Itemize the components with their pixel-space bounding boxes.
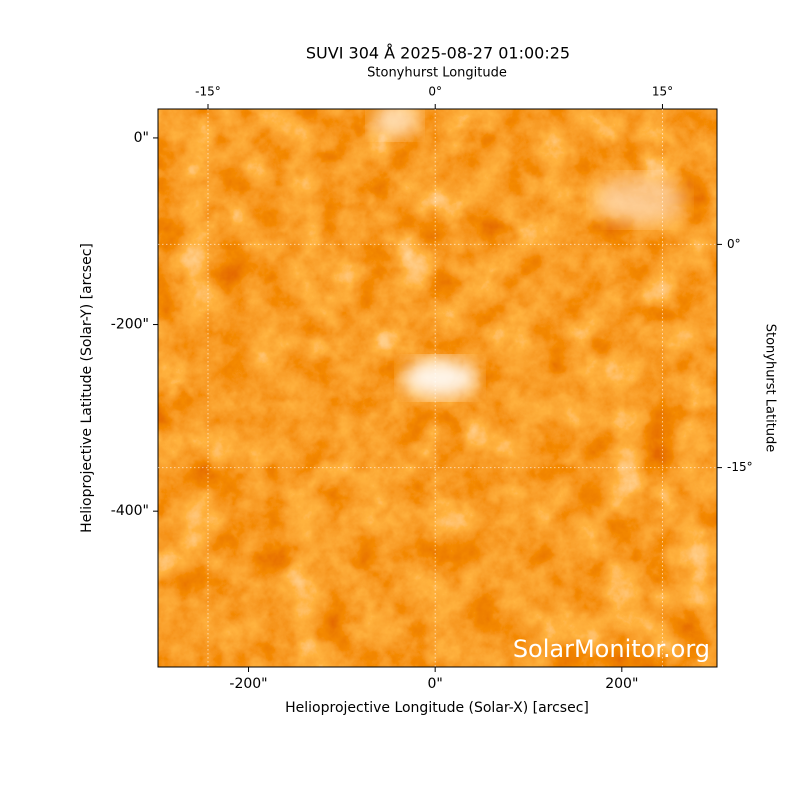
right-tick-label: 0° <box>727 237 741 251</box>
chart-title: SUVI 304 Å 2025-08-27 01:00:25 <box>306 44 570 63</box>
y-tick-label: -400" <box>111 503 149 519</box>
x-tick-label: 0" <box>427 676 442 692</box>
watermark: SolarMonitor.org <box>513 635 710 663</box>
y-axis-label: Helioprojective Latitude (Solar-Y) [arcs… <box>79 243 95 533</box>
x-axis-label: Helioprojective Longitude (Solar-X) [arc… <box>285 700 589 716</box>
y-tick-label: -200" <box>111 317 149 333</box>
plot-frame <box>157 108 718 668</box>
top-tick-label: -15° <box>195 85 221 99</box>
right-axis-label: Stonyhurst Latitude <box>763 324 778 453</box>
top-tick-label: 15° <box>652 85 673 99</box>
top-tick-label: 0° <box>428 85 442 99</box>
top-axis-label: Stonyhurst Longitude <box>367 66 507 81</box>
x-tick-label: 200" <box>605 676 638 692</box>
right-tick-label: -15° <box>727 460 753 474</box>
solar-image <box>158 109 717 667</box>
x-tick-label: -200" <box>229 676 267 692</box>
y-tick-label: 0" <box>134 130 149 146</box>
